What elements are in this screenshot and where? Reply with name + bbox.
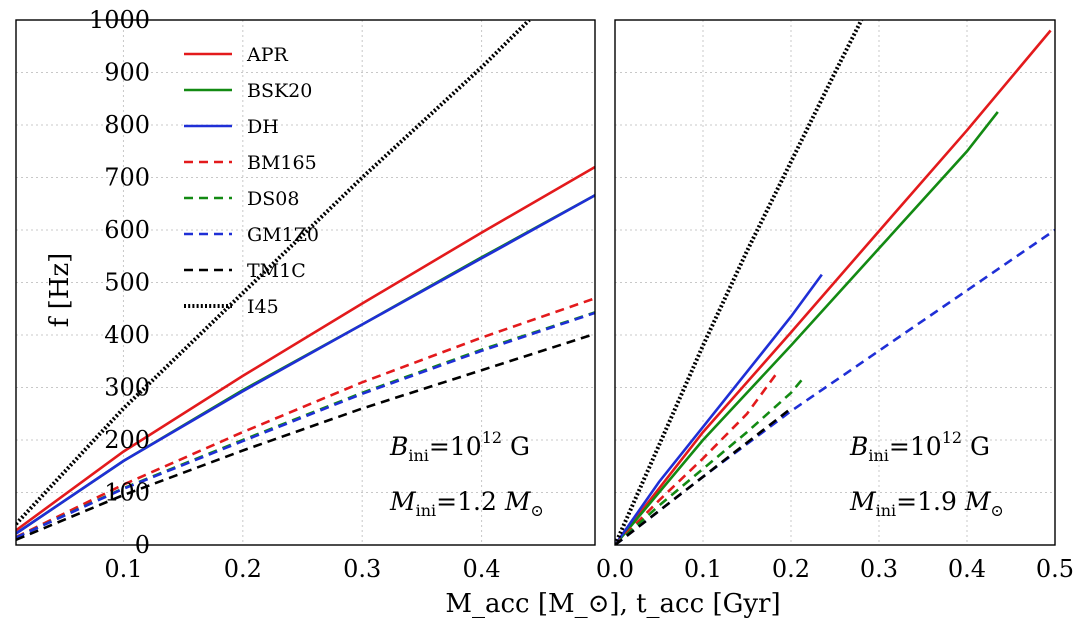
- series-line-bm165: [615, 371, 779, 545]
- series-line-dh: [16, 194, 595, 535]
- right-panel: [614, 19, 1056, 546]
- legend-label-ds08: DS08: [247, 188, 299, 210]
- y-tick-label: 600: [104, 216, 150, 244]
- left-panel: [15, 19, 596, 546]
- y-tick-label: 500: [104, 269, 150, 297]
- annotations: Bini=1012 G Mini=1.2 M⊙ Bini=1012 G Mini=1.…: [389, 428, 1004, 520]
- x-axis-tick-labels: 0.1 0.2 0.3 0.4 0.0 0.1 0.2 0.3 0.4 0.5: [104, 555, 1074, 583]
- legend: APR BSK20 DH BM165 DS08 GM1Z0 TM1C I45: [184, 44, 319, 318]
- annotation-b-field: Bini=1012 G: [389, 428, 530, 465]
- series-line-i45: [615, 20, 864, 545]
- y-tick-label: 0: [135, 531, 150, 559]
- series-line-ds08: [615, 376, 806, 545]
- legend-label-bsk20: BSK20: [247, 80, 312, 102]
- y-tick-label: 400: [104, 321, 150, 349]
- legend-label-apr: APR: [246, 44, 289, 66]
- x-tick-label: 0.3: [860, 555, 898, 583]
- x-tick-label: 0.0: [596, 555, 634, 583]
- series-line-gm1z0: [16, 311, 595, 539]
- y-axis-label: f [Hz]: [45, 253, 75, 328]
- series-line-apr: [615, 29, 1052, 545]
- series-line-tm1c: [16, 332, 595, 542]
- x-tick-label: 0.3: [343, 555, 381, 583]
- legend-label-dh: DH: [247, 116, 279, 138]
- x-axis-label: M_acc [M_⊙], t_acc [Gyr]: [445, 589, 780, 619]
- x-tick-label: 0.1: [684, 555, 722, 583]
- y-tick-label: 200: [104, 426, 150, 454]
- x-tick-label: 0.5: [1036, 555, 1074, 583]
- y-tick-label: 1000: [89, 6, 150, 34]
- y-tick-label: 700: [104, 164, 150, 192]
- x-tick-label: 0.1: [104, 555, 142, 583]
- legend-label-i45: I45: [247, 296, 279, 318]
- x-tick-label: 0.2: [772, 555, 810, 583]
- y-tick-label: 300: [104, 374, 150, 402]
- annotation-mass: Mini=1.9 M⊙: [849, 487, 1004, 520]
- series-line-i45: [16, 20, 531, 526]
- x-tick-label: 0.2: [224, 555, 262, 583]
- y-axis-tick-labels: 0 100 200 300 400 500 600 700 800 900 1000: [89, 6, 150, 559]
- plot-frame: [614, 19, 1056, 546]
- legend-label-gm1z0: GM1Z0: [247, 224, 319, 246]
- series-line-tm1c: [615, 407, 792, 545]
- series-line-apr: [16, 165, 595, 532]
- series-line-dh: [615, 273, 823, 545]
- series-line-bm165: [16, 297, 595, 539]
- series-line-bsk20: [16, 194, 595, 535]
- y-tick-label: 100: [104, 479, 150, 507]
- y-tick-label: 900: [104, 59, 150, 87]
- annotation-mass: Mini=1.2 M⊙: [389, 487, 544, 520]
- plot-frame: [15, 19, 596, 546]
- legend-label-bm165: BM165: [247, 152, 317, 174]
- y-tick-label: 800: [104, 111, 150, 139]
- series-line-bsk20: [615, 111, 999, 545]
- x-tick-label: 0.4: [948, 555, 986, 583]
- legend-label-tm1c: TM1C: [247, 260, 306, 282]
- x-tick-label: 0.4: [463, 555, 501, 583]
- annotation-b-field: Bini=1012 G: [849, 428, 990, 465]
